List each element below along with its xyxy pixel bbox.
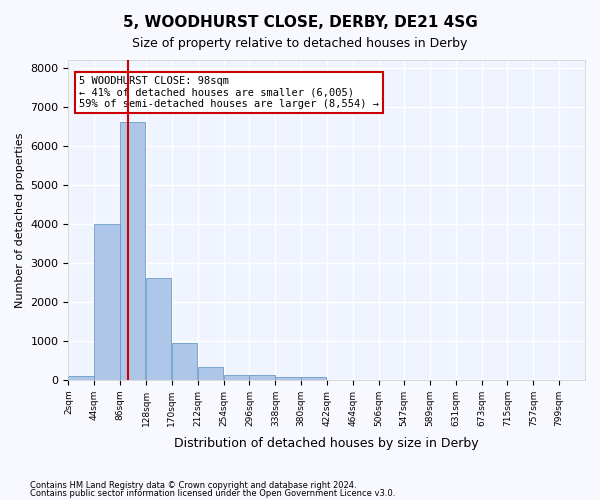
Bar — [198, 367, 223, 380]
Y-axis label: Number of detached properties: Number of detached properties — [15, 132, 25, 308]
Text: Contains HM Land Registry data © Crown copyright and database right 2024.: Contains HM Land Registry data © Crown c… — [30, 481, 356, 490]
Text: Size of property relative to detached houses in Derby: Size of property relative to detached ho… — [133, 38, 467, 51]
Text: 5, WOODHURST CLOSE, DERBY, DE21 4SG: 5, WOODHURST CLOSE, DERBY, DE21 4SG — [122, 15, 478, 30]
Bar — [224, 374, 249, 380]
Bar — [250, 374, 275, 380]
Text: Contains public sector information licensed under the Open Government Licence v3: Contains public sector information licen… — [30, 488, 395, 498]
Bar — [120, 122, 145, 380]
Bar — [172, 342, 197, 380]
Bar — [275, 377, 301, 380]
Text: 5 WOODHURST CLOSE: 98sqm
← 41% of detached houses are smaller (6,005)
59% of sem: 5 WOODHURST CLOSE: 98sqm ← 41% of detach… — [79, 76, 379, 109]
Bar — [301, 377, 326, 380]
Bar — [146, 278, 171, 380]
Bar — [68, 376, 94, 380]
Bar — [94, 224, 119, 380]
X-axis label: Distribution of detached houses by size in Derby: Distribution of detached houses by size … — [175, 437, 479, 450]
